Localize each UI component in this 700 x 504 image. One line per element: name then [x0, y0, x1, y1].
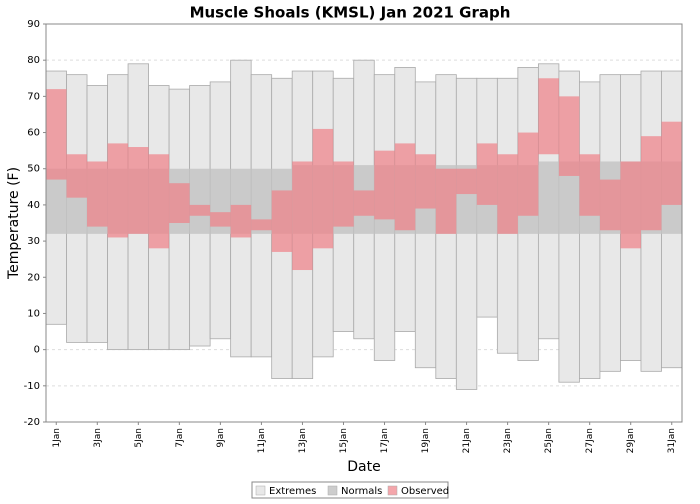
bar	[558, 161, 580, 234]
plot-border	[45, 23, 683, 423]
x-tick-label: 29Jan	[626, 428, 636, 453]
bar	[538, 78, 559, 155]
bar	[558, 96, 580, 176]
bar	[455, 77, 478, 390]
bar	[394, 143, 416, 231]
x-tick-label: 19Jan	[421, 428, 431, 453]
bar	[66, 154, 88, 198]
x-tick-label: 3Jan	[93, 428, 103, 448]
y-tick-label: 10	[27, 308, 40, 319]
bar	[128, 147, 149, 234]
bar	[169, 183, 190, 223]
legend-swatch	[255, 485, 266, 496]
y-tick-label: 80	[27, 55, 40, 66]
legend-swatch	[387, 485, 398, 496]
y-tick-label: 50	[27, 164, 40, 175]
bar	[579, 154, 600, 216]
bar	[435, 168, 457, 234]
bar	[210, 212, 231, 227]
bar	[476, 143, 498, 205]
bar	[497, 154, 518, 234]
x-tick-label: 23Jan	[503, 428, 513, 453]
bar	[640, 136, 662, 231]
chart-title: Muscle Shoals (KMSL) Jan 2021 Graph	[190, 4, 511, 22]
legend-label: Normals	[341, 486, 382, 497]
bar	[87, 161, 108, 227]
x-axis-label: Date	[347, 459, 380, 475]
bar	[251, 219, 272, 231]
bar	[230, 204, 252, 238]
bar	[189, 168, 211, 234]
bar	[415, 154, 436, 209]
legend-swatch	[327, 485, 338, 496]
legend-label: Observed	[401, 486, 449, 497]
bar	[148, 154, 170, 249]
bar	[189, 204, 211, 216]
bar	[312, 128, 334, 249]
y-axis-label: Temperature (F)	[6, 167, 22, 280]
x-tick-label: 27Jan	[585, 428, 595, 453]
bar	[353, 190, 375, 216]
y-tick-label: 20	[27, 272, 40, 283]
x-tick-label: 13Jan	[298, 428, 308, 453]
x-tick-label: 15Jan	[339, 428, 349, 453]
y-tick-label: 60	[27, 128, 40, 139]
y-tick-label: 0	[34, 345, 40, 356]
bar	[46, 89, 67, 180]
x-tick-label: 21Jan	[462, 428, 472, 453]
x-tick-label: 25Jan	[544, 428, 554, 453]
y-tick-label: 40	[27, 200, 40, 211]
y-tick-label: 70	[27, 91, 40, 102]
y-tick-label: -20	[24, 417, 40, 428]
bar	[374, 150, 395, 220]
bar	[620, 161, 641, 249]
x-tick-label: 7Jan	[175, 428, 185, 448]
bar	[517, 132, 539, 216]
x-tick-label: 31Jan	[667, 428, 677, 453]
y-tick-label: 30	[27, 236, 40, 247]
y-tick-label: -10	[24, 381, 40, 392]
x-tick-label: 1Jan	[52, 428, 62, 448]
legend-box	[251, 481, 449, 499]
bar	[107, 143, 129, 238]
bar	[333, 161, 354, 227]
legend-label: Extremes	[269, 486, 316, 497]
bar	[599, 179, 621, 231]
x-tick-label: 17Jan	[380, 428, 390, 453]
bar	[251, 168, 272, 234]
x-tick-label: 5Jan	[134, 428, 144, 448]
bar	[271, 190, 293, 252]
x-tick-label: 11Jan	[257, 428, 267, 453]
bar	[661, 121, 682, 205]
bar	[456, 168, 477, 195]
x-tick-label: 9Jan	[216, 428, 226, 448]
bar	[292, 161, 313, 271]
y-tick-label: 90	[27, 19, 40, 30]
bar	[46, 168, 67, 234]
bar	[538, 161, 559, 234]
